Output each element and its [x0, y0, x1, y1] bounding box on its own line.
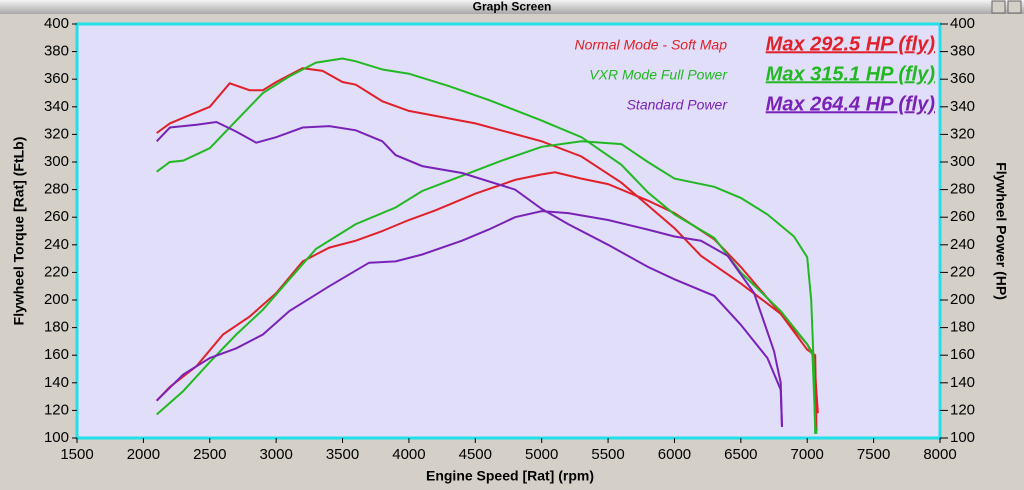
- x-tick-label: 6500: [724, 446, 757, 463]
- y2-tick-label: 360: [950, 70, 975, 87]
- y2-tick-label: 220: [950, 263, 975, 280]
- y-axis-label: Flywheel Torque [Rat] (FtLb): [11, 137, 27, 326]
- title-bar: [0, 0, 1024, 14]
- y2-tick-label: 180: [950, 319, 975, 336]
- x-tick-label: 2500: [193, 446, 226, 463]
- y2-tick-label: 380: [950, 43, 975, 60]
- x-axis-label: Engine Speed [Rat] (rpm): [426, 468, 594, 484]
- y2-axis-label: Flywheel Power (HP): [993, 162, 1009, 300]
- y-tick-label: 120: [44, 401, 69, 418]
- y2-tick-label: 100: [950, 429, 975, 446]
- y2-tick-label: 320: [950, 125, 975, 142]
- y-tick-label: 180: [44, 319, 69, 336]
- y-tick-label: 200: [44, 291, 69, 308]
- y-tick-label: 400: [44, 15, 69, 32]
- y-tick-label: 160: [44, 346, 69, 363]
- x-tick-label: 7500: [857, 446, 890, 463]
- power-line: [155, 171, 818, 432]
- y2-tick-label: 140: [950, 374, 975, 391]
- plot-area: [75, 22, 942, 440]
- torque-line: [156, 67, 819, 414]
- y-tick-label: 220: [44, 263, 69, 280]
- y2-tick-label: 240: [950, 236, 975, 253]
- y2-tick-label: 160: [950, 346, 975, 363]
- y-tick-label: 100: [44, 429, 69, 446]
- x-tick-label: 1500: [60, 446, 93, 463]
- y2-tick-label: 200: [950, 291, 975, 308]
- x-tick-label: 4000: [392, 446, 425, 463]
- y-tick-label: 280: [44, 181, 69, 198]
- legend-name: Normal Mode - Soft Map: [575, 37, 728, 53]
- y-tick-label: 360: [44, 70, 69, 87]
- y-tick-label: 140: [44, 374, 69, 391]
- legend-name: VXR Mode Full Power: [589, 67, 728, 83]
- x-tick-label: 7000: [791, 446, 824, 463]
- y-tick-label: 340: [44, 98, 69, 115]
- torque-line: [156, 57, 818, 435]
- x-tick-label: 4500: [459, 446, 492, 463]
- y2-tick-label: 300: [950, 153, 975, 170]
- y-tick-label: 260: [44, 208, 69, 225]
- x-tick-label: 2000: [127, 446, 160, 463]
- x-tick-label: 8000: [923, 446, 956, 463]
- y-tick-label: 240: [44, 236, 69, 253]
- x-tick-label: 3500: [326, 446, 359, 463]
- legend-name: Standard Power: [627, 97, 729, 113]
- y-tick-label: 320: [44, 125, 69, 142]
- torque-line: [155, 120, 783, 428]
- y2-tick-label: 260: [950, 208, 975, 225]
- close-button[interactable]: [1007, 0, 1022, 14]
- legend-max: Max 264.4 HP (fly): [766, 93, 936, 115]
- y2-tick-label: 400: [950, 15, 975, 32]
- power-line: [156, 140, 817, 434]
- legend-max: Max 292.5 HP (fly): [766, 33, 936, 55]
- y2-tick-label: 280: [950, 181, 975, 198]
- power-line: [155, 210, 783, 428]
- x-tick-label: 3000: [259, 446, 292, 463]
- y2-tick-label: 120: [950, 401, 975, 418]
- help-button[interactable]: [991, 0, 1006, 14]
- y-tick-label: 300: [44, 153, 69, 170]
- x-tick-label: 5000: [525, 446, 558, 463]
- y2-tick-label: 340: [950, 98, 975, 115]
- x-tick-label: 5500: [591, 446, 624, 463]
- y-tick-label: 380: [44, 43, 69, 60]
- window-title: Graph Screen: [473, 0, 552, 14]
- x-tick-label: 6000: [658, 446, 691, 463]
- legend-max: Max 315.1 HP (fly): [766, 63, 936, 85]
